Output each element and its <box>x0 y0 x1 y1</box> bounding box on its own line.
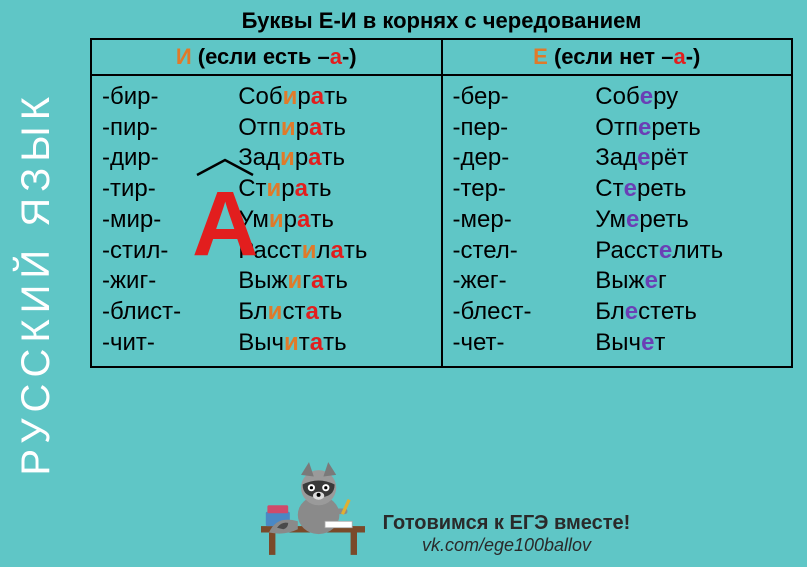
example-item: Блестеть <box>595 297 783 328</box>
example-item: Собирать <box>238 82 432 113</box>
example-item: Задерёт <box>595 143 783 174</box>
root-item: -пир- <box>102 113 234 144</box>
example-item: Стереть <box>595 174 783 205</box>
sidebar-label: РУССКИЙ ЯЗЫК <box>14 91 59 476</box>
example-item: Вычет <box>595 328 783 359</box>
example-item: Задирать <box>238 143 432 174</box>
big-a-letter: А <box>192 188 258 262</box>
roots-i-column: А -бир--пир--дир--тир--мир--стил--жиг--б… <box>102 82 234 358</box>
root-item: -жег- <box>453 266 592 297</box>
cell-e: -бер--пер--дер--тер--мер--стел--жег--бле… <box>442 75 793 367</box>
big-a-marker: А <box>192 157 258 261</box>
example-item: Умереть <box>595 205 783 236</box>
page-title: Буквы Е-И в корнях с чередованием <box>90 8 793 34</box>
root-item: -пер- <box>453 113 592 144</box>
header-e-letter: Е <box>533 44 548 69</box>
example-item: Расстилать <box>238 236 432 267</box>
footer-text: Готовимся к ЕГЭ вместе! vk.com/ege100bal… <box>383 511 631 557</box>
root-item: -чет- <box>453 328 592 359</box>
header-e: Е (если нет –а-) <box>442 39 793 75</box>
example-item: Стирать <box>238 174 432 205</box>
root-item: -бер- <box>453 82 592 113</box>
sidebar: РУССКИЙ ЯЗЫК <box>0 0 72 567</box>
header-i: И (если есть –а-) <box>91 39 442 75</box>
cell-i: А -бир--пир--дир--тир--мир--стил--жиг--б… <box>91 75 442 367</box>
rules-table: И (если есть –а-) Е (если нет –а-) А <box>90 38 793 368</box>
example-item: Выжег <box>595 266 783 297</box>
example-item: Соберу <box>595 82 783 113</box>
example-item: Вычитать <box>238 328 432 359</box>
root-item: -бир- <box>102 82 234 113</box>
root-item: -тер- <box>453 174 592 205</box>
content: Буквы Е-И в корнях с чередованием И (есл… <box>90 8 793 368</box>
header-i-letter: И <box>176 44 192 69</box>
example-item: Отпереть <box>595 113 783 144</box>
example-item: Отпирать <box>238 113 432 144</box>
root-item: -стел- <box>453 236 592 267</box>
root-item: -блест- <box>453 297 592 328</box>
examples-e-column: СоберуОтперетьЗадерётСтеретьУмеретьРасст… <box>595 82 783 358</box>
example-item: Выжигать <box>238 266 432 297</box>
example-item: Блистать <box>238 297 432 328</box>
root-item: -чит- <box>102 328 234 359</box>
root-item: -блист- <box>102 297 234 328</box>
footer: Готовимся к ЕГЭ вместе! vk.com/ege100bal… <box>90 452 793 557</box>
footer-link: vk.com/ege100ballov <box>383 535 631 557</box>
raccoon-icon <box>253 452 373 557</box>
example-item: Умирать <box>238 205 432 236</box>
root-item: -мер- <box>453 205 592 236</box>
root-item: -дер- <box>453 143 592 174</box>
example-item: Расстелить <box>595 236 783 267</box>
examples-i-column: СобиратьОтпиратьЗадиратьСтиратьУмиратьРа… <box>238 82 432 358</box>
roots-e-column: -бер--пер--дер--тер--мер--стел--жег--бле… <box>453 82 592 358</box>
footer-line1: Готовимся к ЕГЭ вместе! <box>383 511 631 535</box>
